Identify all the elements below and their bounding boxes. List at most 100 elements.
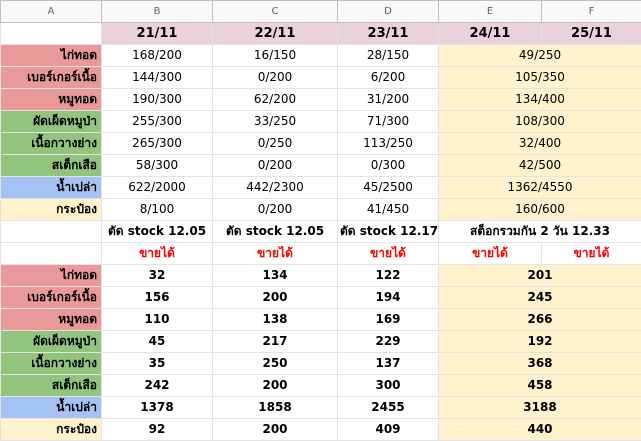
value-cell[interactable]: 0/300 <box>338 155 439 177</box>
value-cell[interactable]: 45 <box>102 331 213 353</box>
row-label-cell[interactable]: ผัดเผ็ดหมูป่า <box>1 111 102 133</box>
row-label-cell[interactable]: ผัดเผ็ดหมูป่า <box>1 331 102 353</box>
value-cell[interactable]: 6/200 <box>338 67 439 89</box>
value-cell[interactable]: 0/250 <box>213 133 338 155</box>
value-cell[interactable]: 1378 <box>102 397 213 419</box>
date-cell[interactable]: 25/11 <box>542 23 641 45</box>
column-header-a[interactable]: A <box>1 1 102 23</box>
merged-value-cell[interactable]: 134/400 <box>439 89 641 111</box>
merged-value-cell[interactable]: 201 <box>439 265 641 287</box>
value-cell[interactable]: 110 <box>102 309 213 331</box>
value-cell[interactable]: 169 <box>338 309 439 331</box>
row-label-cell[interactable]: เบอร์เกอร์เนื้อ <box>1 67 102 89</box>
caption-cell[interactable]: ตัด stock 12.05 <box>102 221 213 243</box>
value-cell[interactable]: 58/300 <box>102 155 213 177</box>
sellable-cell[interactable]: ขายได้ <box>439 243 542 265</box>
value-cell[interactable]: 138 <box>213 309 338 331</box>
row-label-cell[interactable]: หมูทอด <box>1 309 102 331</box>
sellable-empty-cell[interactable] <box>1 243 102 265</box>
column-header-f[interactable]: F <box>542 1 641 23</box>
row-label-cell[interactable]: เนื้อกวางย่าง <box>1 133 102 155</box>
value-cell[interactable]: 41/450 <box>338 199 439 221</box>
merged-value-cell[interactable]: 1362/4550 <box>439 177 641 199</box>
value-cell[interactable]: 265/300 <box>102 133 213 155</box>
value-cell[interactable]: 242 <box>102 375 213 397</box>
row-label-cell[interactable]: หมูทอด <box>1 89 102 111</box>
cell-a-date[interactable] <box>1 23 102 45</box>
value-cell[interactable]: 122 <box>338 265 439 287</box>
merged-value-cell[interactable]: 160/600 <box>439 199 641 221</box>
merged-value-cell[interactable]: 108/300 <box>439 111 641 133</box>
value-cell[interactable]: 190/300 <box>102 89 213 111</box>
row-label-cell[interactable]: กระป๋อง <box>1 199 102 221</box>
column-header-c[interactable]: C <box>213 1 338 23</box>
value-cell[interactable]: 62/200 <box>213 89 338 111</box>
value-cell[interactable]: 229 <box>338 331 439 353</box>
merged-value-cell[interactable]: 105/350 <box>439 67 641 89</box>
row-label-cell[interactable]: ไก่ทอด <box>1 265 102 287</box>
date-cell[interactable]: 23/11 <box>338 23 439 45</box>
value-cell[interactable]: 300 <box>338 375 439 397</box>
value-cell[interactable]: 113/250 <box>338 133 439 155</box>
date-cell[interactable]: 22/11 <box>213 23 338 45</box>
value-cell[interactable]: 134 <box>213 265 338 287</box>
caption-empty-cell[interactable] <box>1 221 102 243</box>
value-cell[interactable]: 0/200 <box>213 199 338 221</box>
caption-cell[interactable]: ตัด stock 12.17 <box>338 221 439 243</box>
value-cell[interactable]: 200 <box>213 375 338 397</box>
merged-value-cell[interactable]: 458 <box>439 375 641 397</box>
column-header-e[interactable]: E <box>439 1 542 23</box>
column-header-d[interactable]: D <box>338 1 439 23</box>
merged-value-cell[interactable]: 368 <box>439 353 641 375</box>
column-header-b[interactable]: B <box>102 1 213 23</box>
row-label-cell[interactable]: น้ำเปล่า <box>1 177 102 199</box>
value-cell[interactable]: 2455 <box>338 397 439 419</box>
row-label-cell[interactable]: ไก่ทอด <box>1 45 102 67</box>
row-label-cell[interactable]: น้ำเปล่า <box>1 397 102 419</box>
sellable-cell[interactable]: ขายได้ <box>213 243 338 265</box>
value-cell[interactable]: 137 <box>338 353 439 375</box>
date-cell[interactable]: 21/11 <box>102 23 213 45</box>
value-cell[interactable]: 442/2300 <box>213 177 338 199</box>
row-label-cell[interactable]: เบอร์เกอร์เนื้อ <box>1 287 102 309</box>
value-cell[interactable]: 8/100 <box>102 199 213 221</box>
merged-value-cell[interactable]: 3188 <box>439 397 641 419</box>
merged-value-cell[interactable]: 42/500 <box>439 155 641 177</box>
value-cell[interactable]: 1858 <box>213 397 338 419</box>
value-cell[interactable]: 0/200 <box>213 67 338 89</box>
value-cell[interactable]: 144/300 <box>102 67 213 89</box>
value-cell[interactable]: 16/150 <box>213 45 338 67</box>
value-cell[interactable]: 71/300 <box>338 111 439 133</box>
merged-value-cell[interactable]: 192 <box>439 331 641 353</box>
caption-cell[interactable]: ตัด stock 12.05 <box>213 221 338 243</box>
sellable-cell[interactable]: ขายได้ <box>338 243 439 265</box>
value-cell[interactable]: 156 <box>102 287 213 309</box>
value-cell[interactable]: 250 <box>213 353 338 375</box>
caption-cell[interactable]: สต็อกรวมกัน 2 วัน 12.33 <box>439 221 641 243</box>
value-cell[interactable]: 28/150 <box>338 45 439 67</box>
merged-value-cell[interactable]: 245 <box>439 287 641 309</box>
value-cell[interactable]: 622/2000 <box>102 177 213 199</box>
value-cell[interactable]: 200 <box>213 287 338 309</box>
merged-value-cell[interactable]: 32/400 <box>439 133 641 155</box>
date-cell[interactable]: 24/11 <box>439 23 542 45</box>
sellable-cell[interactable]: ขายได้ <box>102 243 213 265</box>
value-cell[interactable]: 168/200 <box>102 45 213 67</box>
sellable-cell[interactable]: ขายได้ <box>542 243 641 265</box>
value-cell[interactable]: 0/200 <box>213 155 338 177</box>
row-label-cell[interactable]: สเต็กเสือ <box>1 155 102 177</box>
value-cell[interactable]: 45/2500 <box>338 177 439 199</box>
value-cell[interactable]: 255/300 <box>102 111 213 133</box>
value-cell[interactable]: 32 <box>102 265 213 287</box>
merged-value-cell[interactable]: 49/250 <box>439 45 641 67</box>
merged-value-cell[interactable]: 266 <box>439 309 641 331</box>
value-cell[interactable]: 35 <box>102 353 213 375</box>
value-cell[interactable]: 33/250 <box>213 111 338 133</box>
value-cell[interactable]: 217 <box>213 331 338 353</box>
row-label-cell[interactable]: เนื้อกวางย่าง <box>1 353 102 375</box>
value-cell[interactable]: 31/200 <box>338 89 439 111</box>
row-label-cell[interactable]: สเต็กเสือ <box>1 375 102 397</box>
value-cell[interactable]: 194 <box>338 287 439 309</box>
